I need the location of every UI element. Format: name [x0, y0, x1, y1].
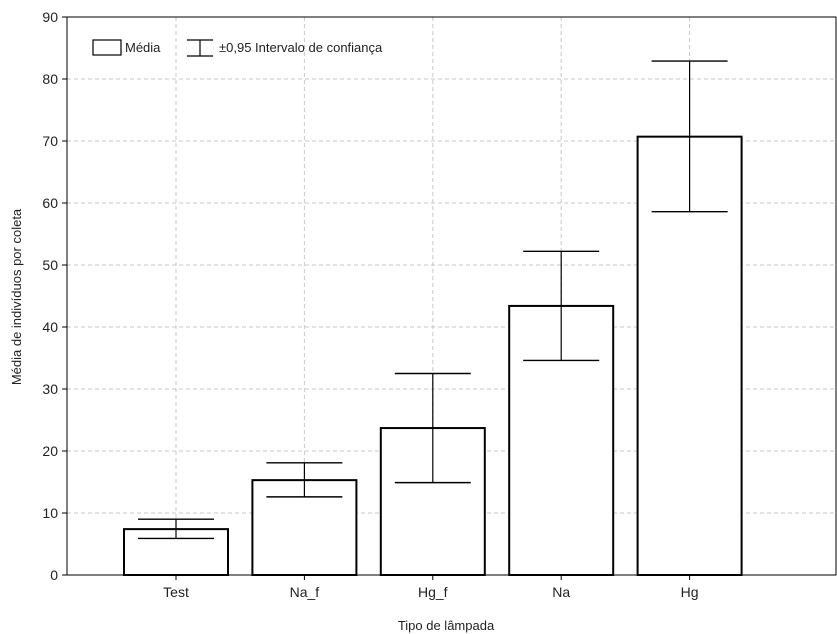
y-tick-label: 30 [42, 381, 58, 397]
y-tick-label: 40 [42, 319, 58, 335]
x-axis-title: Tipo de lâmpada [398, 618, 495, 633]
y-tick-label: 20 [42, 443, 58, 459]
y-tick-label: 90 [42, 9, 58, 25]
y-axis-title: Média de indivíduos por coleta [9, 208, 24, 385]
legend-ci-icon [187, 39, 213, 57]
legend-ci-label: ±0,95 Intervalo de confiança [219, 40, 383, 55]
y-tick-label: 50 [42, 257, 58, 273]
x-tick-label: Na_f [290, 584, 320, 600]
y-tick-label: 60 [42, 195, 58, 211]
plot-frame [66, 16, 837, 576]
legend-mean-swatch [92, 39, 122, 56]
x-tick-label: Hg_f [418, 584, 448, 600]
bar-Na_f [251, 479, 358, 577]
error-bars [138, 60, 728, 540]
y-tick-label: 80 [42, 71, 58, 87]
axes: 0 10 20 30 40 50 60 70 80 90 Test Na_f Hg_f Na Hg [42, 9, 837, 600]
x-tick-label: Test [163, 584, 189, 600]
y-tick-label: 10 [42, 505, 58, 521]
x-tick-label: Hg [681, 584, 699, 600]
y-tick-label: 0 [50, 567, 58, 583]
legend-mean-label: Média [125, 40, 161, 55]
x-tick-label: Na [552, 584, 570, 600]
legend: Média ±0,95 Intervalo de confiança [92, 39, 383, 57]
y-tick-label: 70 [42, 133, 58, 149]
